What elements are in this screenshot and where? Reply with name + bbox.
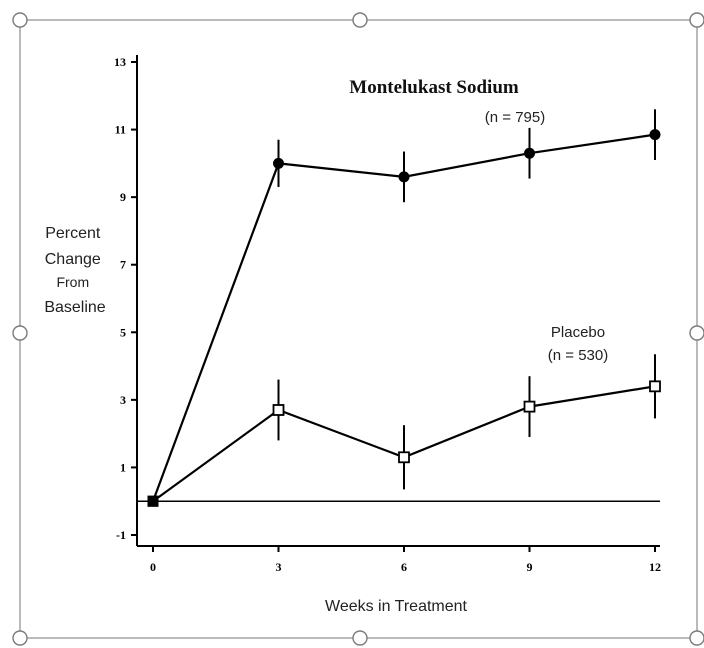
x-tick-label: 0 [150,560,156,574]
y-tick-label: -1 [116,528,126,542]
resize-handle-bottom[interactable] [352,630,368,646]
series-layer [147,109,661,507]
data-point [147,495,159,507]
x-tick-label: 12 [649,560,661,574]
y-axis-title-line-2: Change [45,251,101,268]
data-point [272,404,285,416]
y-tick-label: 13 [114,55,126,69]
resize-handle-right[interactable] [689,325,704,341]
y-tick-label: 7 [120,258,126,272]
x-ticks: 0 3 6 9 12 [150,546,661,574]
data-point [398,451,410,464]
x-tick-label: 9 [527,560,533,574]
data-point [398,171,410,183]
data-point [273,157,284,169]
y-axis-title-line-1: Percent [45,225,101,242]
y-tick-label: 5 [120,325,126,339]
resize-handle-bottom-left[interactable] [12,630,28,646]
y-axis-title-line-3: From [56,274,89,290]
y-axis-title-line-4: Baseline [44,299,105,316]
resize-handle-top[interactable] [352,12,368,28]
y-tick-label: 9 [120,190,126,204]
y-tick-label: 1 [120,460,126,474]
resize-handle-top-right[interactable] [689,12,704,28]
y-tick-label: 11 [115,123,126,137]
montelukast-n-label: (n = 795) [485,109,545,126]
data-point [649,380,661,393]
placebo-label: Placebo [551,324,605,341]
resize-handle-bottom-right[interactable] [689,630,704,646]
x-tick-label: 6 [401,560,407,574]
data-point [649,129,661,141]
y-tick-label: 3 [120,393,126,407]
data-point [524,147,535,159]
series-placebo [147,354,661,507]
y-axis-title: Percent Change From Baseline [44,225,105,316]
placebo-n-label: (n = 530) [548,347,608,364]
resize-handle-left[interactable] [12,325,28,341]
montelukast-label: Montelukast Sodium [349,77,519,98]
data-point [523,400,536,413]
resize-handles[interactable] [12,12,704,646]
x-axis-title: Weeks in Treatment [325,598,468,615]
x-tick-label: 3 [276,560,282,574]
resize-handle-top-left[interactable] [12,12,28,28]
